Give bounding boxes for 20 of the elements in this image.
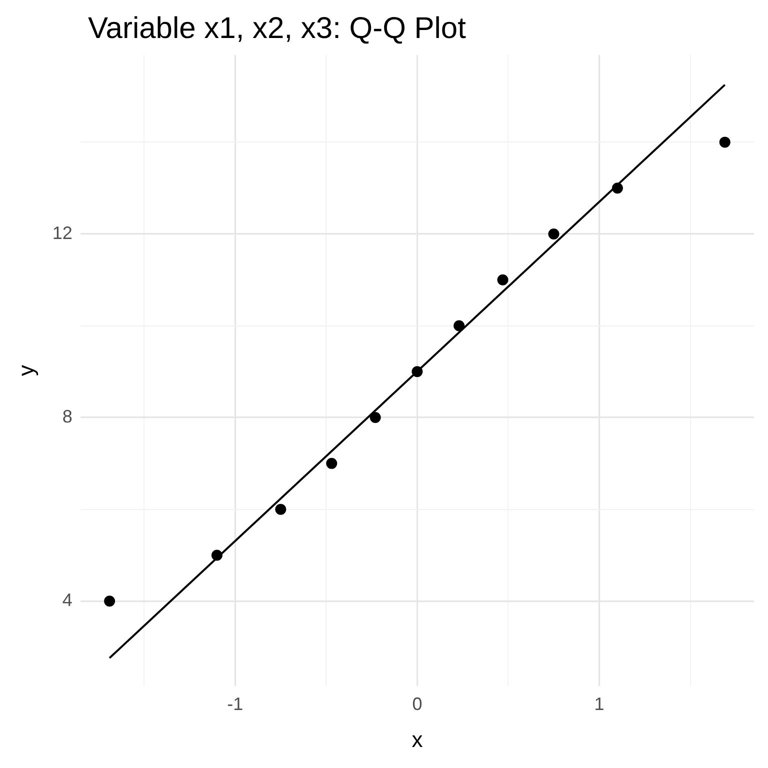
point (275, 504, 286, 515)
x-tick-label: -1 (227, 694, 244, 714)
point (719, 136, 730, 148)
point (370, 412, 381, 424)
chart-title: Variable x1, x2, x3: Q-Q Plot (88, 12, 466, 46)
point (612, 182, 623, 194)
y-tick-label: 8 (62, 406, 72, 427)
y-axis-title: y (13, 365, 38, 376)
x-tick-label: 1 (594, 694, 604, 714)
point (104, 596, 116, 607)
point (412, 366, 423, 378)
y-tick-label: 4 (62, 590, 72, 610)
point (497, 274, 508, 286)
point (326, 458, 338, 469)
point (548, 228, 560, 240)
x-tick-label: 0 (412, 694, 422, 714)
y-tick-label: 12 (52, 222, 72, 243)
x-axis-title: x (412, 726, 423, 752)
point (454, 320, 465, 332)
point (211, 550, 222, 561)
